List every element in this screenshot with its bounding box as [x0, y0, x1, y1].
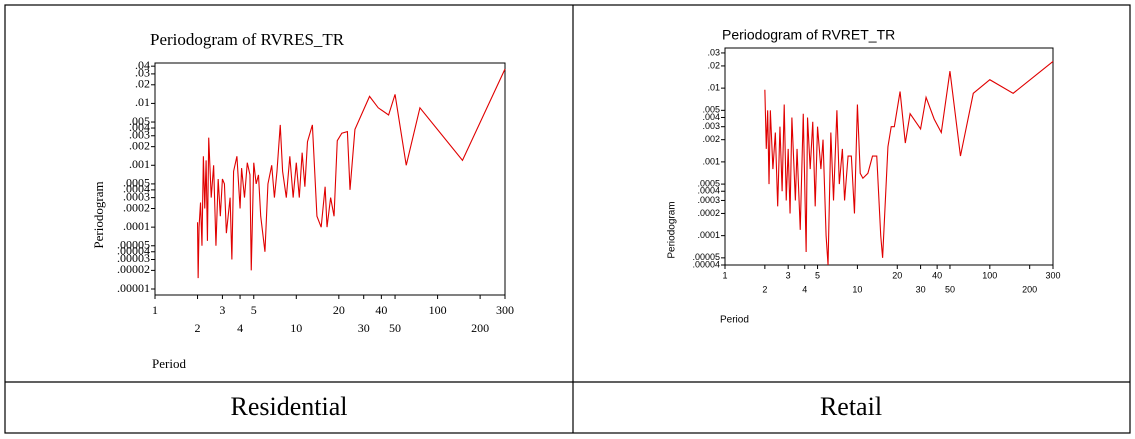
- x-tick-label: 40: [375, 303, 387, 317]
- y-tick-label: .00001: [117, 281, 150, 295]
- caption: Retail: [820, 392, 882, 421]
- x-tick-label: 10: [852, 284, 862, 294]
- y-tick-label: .0003: [697, 195, 720, 205]
- x-axis-label: Period: [152, 356, 186, 371]
- x-tick-label: 200: [1022, 284, 1037, 294]
- chart-title: Periodogram of RVRET_TR: [722, 27, 895, 43]
- table-border: [4, 4, 1131, 434]
- y-tick-label: .00004: [692, 259, 720, 269]
- x-tick-label: 30: [916, 284, 926, 294]
- x-tick-label: 50: [945, 284, 955, 294]
- y-axis-label: Periodogram: [667, 201, 678, 258]
- x-tick-label: 5: [815, 270, 820, 280]
- table-frame: [4, 4, 1131, 434]
- x-tick-label: 1: [722, 270, 727, 280]
- x-tick-label: 40: [932, 270, 942, 280]
- y-tick-label: .0005: [123, 176, 150, 190]
- x-tick-label: 2: [195, 321, 201, 335]
- x-tick-label: 30: [358, 321, 370, 335]
- y-tick-label: .001: [129, 157, 150, 171]
- y-tick-label: .00002: [117, 262, 150, 276]
- x-tick-label: 2: [762, 284, 767, 294]
- y-axis-label: Periodogram: [91, 181, 106, 248]
- x-tick-label: 50: [389, 321, 401, 335]
- y-tick-label: .00005: [692, 252, 720, 262]
- y-tick-label: .03: [707, 47, 720, 57]
- x-tick-label: 300: [496, 303, 514, 317]
- y-tick-label: .0001: [697, 230, 720, 240]
- y-tick-label: .002: [702, 134, 720, 144]
- y-tick-label: .005: [129, 114, 150, 128]
- y-tick-label: .003: [129, 128, 150, 142]
- x-tick-label: 1: [152, 303, 158, 317]
- x-axis-label: Period: [720, 315, 749, 326]
- y-tick-label: .00003: [117, 251, 150, 265]
- series-line: [764, 61, 1054, 266]
- y-tick-label: .004: [129, 120, 150, 134]
- plot-frame: [154, 62, 506, 296]
- y-tick-label: .00004: [117, 244, 150, 258]
- y-tick-label: .04: [135, 58, 150, 72]
- plot-frame: [724, 47, 1054, 266]
- x-tick-label: 3: [219, 303, 225, 317]
- y-tick-label: .03: [135, 66, 150, 80]
- y-tick-label: .004: [702, 112, 720, 122]
- x-tick-label: 200: [471, 321, 489, 335]
- y-tick-label: .001: [702, 156, 720, 166]
- y-tick-label: .01: [135, 95, 150, 109]
- x-tick-label: 300: [1045, 270, 1060, 280]
- y-tick-label: .0004: [123, 182, 150, 196]
- x-tick-label: 20: [892, 270, 902, 280]
- y-tick-label: .02: [135, 77, 150, 91]
- y-tick-label: .0003: [123, 189, 150, 203]
- y-tick-label: .0002: [123, 200, 150, 214]
- x-tick-label: 100: [429, 303, 447, 317]
- x-tick-label: 4: [237, 321, 243, 335]
- x-tick-label: 3: [786, 270, 791, 280]
- series-line: [196, 68, 506, 279]
- y-tick-label: .002: [129, 138, 150, 152]
- chart-title: Periodogram of RVRES_TR: [150, 30, 345, 49]
- y-tick-label: .0004: [697, 186, 720, 196]
- y-tick-label: .003: [702, 121, 720, 131]
- y-tick-label: .00005: [117, 238, 150, 252]
- x-tick-label: 100: [982, 270, 997, 280]
- x-tick-label: 5: [251, 303, 257, 317]
- y-tick-label: .005: [702, 105, 720, 115]
- y-tick-label: .01: [707, 83, 720, 93]
- chart: Periodogram of RVRES_TR Periodogram Period…: [91, 30, 514, 371]
- caption: Residential: [231, 392, 348, 421]
- x-tick-label: 20: [333, 303, 345, 317]
- y-tick-label: .0002: [697, 208, 720, 218]
- y-tick-label: .0005: [697, 178, 720, 188]
- x-tick-label: 4: [802, 284, 807, 294]
- y-tick-label: .02: [707, 60, 720, 70]
- chart: Periodogram of RVRET_TR Periodogram Period…: [667, 27, 1061, 326]
- x-tick-label: 10: [290, 321, 302, 335]
- y-tick-label: .0001: [123, 219, 150, 233]
